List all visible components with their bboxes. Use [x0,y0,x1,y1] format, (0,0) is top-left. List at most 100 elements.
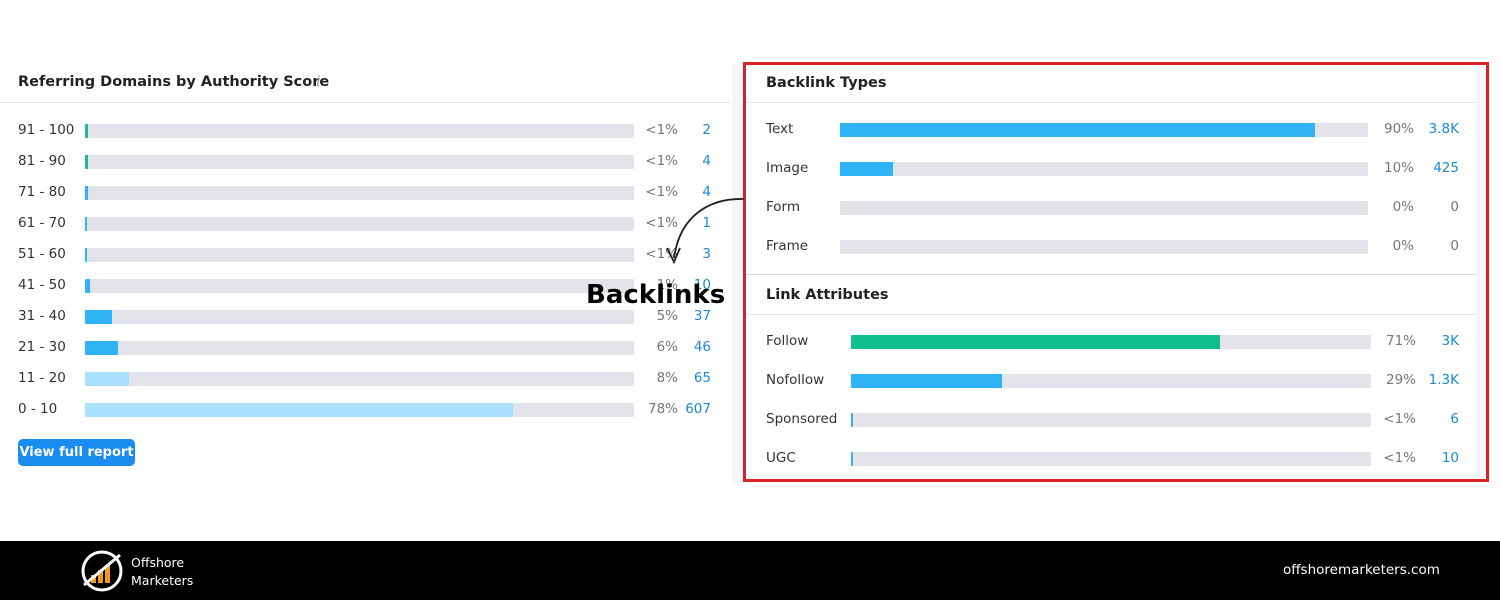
bar-track [85,403,634,417]
count-label: 6 [1450,411,1459,427]
bar [85,186,88,200]
percent-label: 10% [1383,160,1414,176]
count-label: 3K [1441,333,1459,349]
count-label: 3.8K [1428,121,1459,137]
row-label: UGC [766,450,796,466]
brand-line: Offshore [131,555,185,570]
bar-track [85,217,634,231]
count-label: 4 [702,153,711,169]
count-label: 425 [1433,160,1459,176]
bar [85,217,87,231]
bar-track [851,413,1371,427]
percent-label: 29% [1385,372,1416,388]
bar-track [85,248,634,262]
highlight-box [743,62,1489,482]
percent-label: <1% [1383,411,1416,427]
row-label: 81 - 90 [18,153,66,169]
bar [840,123,1316,137]
bar [840,162,893,176]
row-label: 41 - 50 [18,277,66,293]
row-label: 91 - 100 [18,122,75,138]
divider [0,102,730,103]
percent-label: <1% [645,184,678,200]
row-label: Form [766,199,801,215]
percent-label: 71% [1385,333,1416,349]
bar [85,124,88,138]
bar [85,248,88,262]
right-panel: Backlink Types Link Attributes Text 90% 3.… [732,65,1480,483]
percent-label: <1% [645,153,678,169]
percent-label: 6% [656,339,678,355]
view-report-button[interactable]: View full report [18,439,135,466]
percent-label: 0% [1392,199,1414,215]
percent-label: 78% [647,401,678,417]
bar-track [85,186,634,200]
bar-track [851,374,1371,388]
section-title: Backlink Types [766,75,887,91]
count-label: 0 [1450,238,1459,254]
bar-track [851,335,1371,349]
count-label: 0 [1450,199,1459,215]
percent-label: <1% [1383,450,1416,466]
row-label: 61 - 70 [18,215,66,231]
divider [746,274,1476,275]
bar [85,310,113,324]
arrow-head [666,247,681,265]
bar [85,372,129,386]
count-label: 46 [693,339,711,355]
percent-label: 90% [1383,121,1414,137]
bar-track [840,162,1368,176]
section-title: Link Attributes [766,287,889,303]
bar-track [840,201,1368,215]
count-label: 607 [685,401,711,417]
count-label: 1.3K [1428,372,1459,388]
arrow-path [673,198,745,259]
bar [85,155,88,169]
bar-track [85,155,634,169]
bar-track [851,452,1371,466]
right-card: Backlink Types Link Attributes Text 90% 3.… [746,65,1476,475]
bar-track [85,341,634,355]
logo [81,550,123,592]
row-label: Frame [766,238,809,254]
percent-label: <1% [645,215,678,231]
count-label: 10 [693,277,711,293]
row-label: Sponsored [766,411,838,427]
count-label: 3 [702,246,711,262]
count-label: 65 [693,370,711,386]
website[interactable]: offshoremarketers.com [1283,562,1440,578]
footer: Offshore Marketers offshoremarketers.com [0,541,1500,600]
percent-label: 5% [656,308,678,324]
bar-track [840,123,1368,137]
bar-track [85,310,634,324]
bar [851,452,853,466]
count-label: 1 [702,215,711,231]
count-label: 10 [1441,450,1459,466]
info-icon[interactable]: i [316,74,321,90]
annotation: Backlinks [586,280,726,310]
count-label: 2 [702,122,711,138]
bar-track [85,372,634,386]
row-label: Follow [766,333,809,349]
percent-label: <1% [645,246,678,262]
row-label: 21 - 30 [18,339,66,355]
bar-track [85,124,634,138]
divider [746,314,1476,315]
annotation-arrow [666,198,745,265]
count-label: 37 [693,308,711,324]
brand: Offshore Marketers [131,554,193,590]
percent-label: <1% [645,122,678,138]
bar [851,335,1221,349]
row-label: 71 - 80 [18,184,66,200]
brand-line: Marketers [131,573,194,588]
row-label: Text [766,121,794,137]
bar-track [840,240,1368,254]
row-label: Nofollow [766,372,825,388]
left-panel: Referring Domains by Authority Score i V… [0,60,730,480]
row-label: Image [766,160,809,176]
bar [85,403,514,417]
bar-track [85,279,634,293]
row-label: 11 - 20 [18,370,66,386]
row-label: 0 - 10 [18,401,58,417]
